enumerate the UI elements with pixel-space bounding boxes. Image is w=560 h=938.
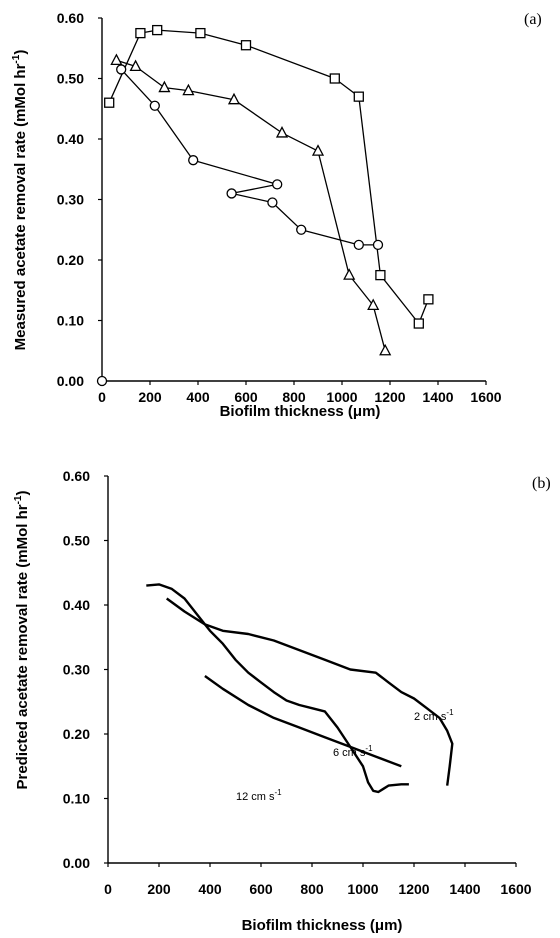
y-axis-label-b: Predicted acetate removal rate (mMol hr-… xyxy=(13,490,31,789)
data-point-circle-a xyxy=(372,239,384,251)
ticks-a: 0 200 400 600 800 1000 1200 1400 1600 0.00 0.10 0.2… xyxy=(57,10,502,405)
x-tick-label-a: 0 xyxy=(98,389,106,405)
data-point-square-a xyxy=(413,318,424,329)
data-point-triangle-a xyxy=(367,298,380,311)
curve-label-6cms-sup: -1 xyxy=(365,744,373,753)
x-tick-label-b: 1400 xyxy=(449,881,480,897)
y-tick-label-a: 0.20 xyxy=(57,252,84,268)
panel-label-b: (b) xyxy=(532,475,551,492)
y-tick-label-a: 0.30 xyxy=(57,192,84,208)
y-axis-label-a-close: ) xyxy=(12,50,29,55)
data-point-circle-a xyxy=(267,197,278,208)
x-axis-label-a: Biofilm thickness (μm) xyxy=(220,403,381,420)
data-point-square-a xyxy=(104,97,115,108)
series-line-b-1 xyxy=(146,583,409,794)
x-tick-label-b: 400 xyxy=(198,881,222,897)
data-point-square-a xyxy=(375,269,386,281)
x-tick-label-a: 1200 xyxy=(374,389,405,405)
panel-b: (b) Biofilm thickness (μm) Predicted ace… xyxy=(13,468,551,934)
y-tick-label-b: 0.00 xyxy=(63,855,90,871)
data-point-triangle-a xyxy=(343,268,356,280)
curve-label-2cms: 2 cm s-1 xyxy=(414,708,454,723)
data-point-square-a xyxy=(135,27,146,39)
x-tick-label-a: 1600 xyxy=(470,389,501,405)
data-point-triangle-a xyxy=(275,126,289,138)
data-point-triangle-a xyxy=(227,92,241,105)
y-tick-label-a: 0.10 xyxy=(57,313,84,329)
y-axis-label-a-text: Measured acetate removal rate (mMol hr xyxy=(12,63,29,350)
data-point-circle-a xyxy=(272,179,283,190)
series-line-b-0 xyxy=(165,597,454,786)
data-point-square-a xyxy=(423,294,434,305)
curve-label-6cms: 6 cm s-1 xyxy=(333,744,373,759)
curve-label-12cms-sup: -1 xyxy=(275,788,283,797)
y-tick-label-a: 0.00 xyxy=(57,373,84,389)
y-tick-label-b: 0.10 xyxy=(63,791,90,807)
data-point-circle-a xyxy=(116,64,127,75)
y-tick-label-b: 0.30 xyxy=(63,662,90,678)
y-axis-label-b-sup: -1 xyxy=(13,495,24,504)
y-tick-label-b: 0.40 xyxy=(63,597,90,613)
data-point-square-a xyxy=(329,73,340,84)
data-point-square-a xyxy=(152,24,163,36)
data-point-triangle-a xyxy=(110,53,123,65)
data-point-circle-a xyxy=(353,239,364,251)
x-tick-label-b: 0 xyxy=(104,881,112,897)
y-tick-label-b: 0.50 xyxy=(63,533,90,549)
x-tick-label-b: 1600 xyxy=(500,881,531,897)
y-tick-label-b: 0.60 xyxy=(63,468,90,484)
x-tick-label-a: 800 xyxy=(282,389,306,405)
y-axis-label-b-text: Predicted acetate removal rate (mMol hr xyxy=(14,504,31,789)
y-tick-label-a: 0.40 xyxy=(57,131,84,147)
x-tick-label-a: 1000 xyxy=(326,389,357,405)
curve-label-12cms-text: 12 cm s xyxy=(236,791,275,803)
curve-label-6cms-text: 6 cm s xyxy=(333,747,366,759)
x-tick-label-a: 400 xyxy=(186,389,210,405)
series-line-b-2 xyxy=(204,675,402,768)
x-tick-label-b: 1200 xyxy=(398,881,429,897)
x-tick-label-b: 600 xyxy=(249,881,273,897)
data-point-triangle-a xyxy=(182,83,195,96)
curve-label-2cms-text: 2 cm s xyxy=(414,711,447,723)
y-tick-label-a: 0.60 xyxy=(57,10,84,26)
x-tick-label-a: 1400 xyxy=(422,389,453,405)
data-point-triangle-a xyxy=(158,80,171,93)
data-point-triangle-a xyxy=(379,343,392,356)
panel-a: (a) Biofilm thickness (μm) Measured acet… xyxy=(11,10,542,420)
series-line-a-1 xyxy=(116,59,386,351)
data-point-circle-a xyxy=(296,224,307,235)
x-tick-label-b: 200 xyxy=(147,881,171,897)
y-tick-label-a: 0.50 xyxy=(57,71,84,87)
ticks-b: 0 200 400 600 800 1000 1200 1400 1600 0.00 0.10 0.2… xyxy=(63,468,532,897)
y-tick-label-b: 0.20 xyxy=(63,726,90,742)
curve-label-2cms-sup: -1 xyxy=(446,708,454,717)
data-point-circle-a xyxy=(226,188,237,199)
series-b xyxy=(146,583,454,794)
data-point-circle-a xyxy=(96,375,108,387)
curve-label-12cms: 12 cm s-1 xyxy=(236,788,282,803)
data-point-circle-a xyxy=(149,100,160,111)
series-line-a-0 xyxy=(108,29,430,325)
data-point-triangle-a xyxy=(311,144,325,156)
y-axis-label-b-close: ) xyxy=(14,490,31,495)
panel-label-a: (a) xyxy=(524,11,542,28)
x-tick-label-b: 800 xyxy=(300,881,324,897)
y-axis-label-a: Measured acetate removal rate (mMol hr-1… xyxy=(11,50,29,351)
data-point-square-a xyxy=(353,91,364,102)
x-tick-label-b: 1000 xyxy=(347,881,378,897)
data-point-square-a xyxy=(195,27,206,39)
y-axis-label-a-sup: -1 xyxy=(11,54,22,63)
data-point-circle-a xyxy=(188,155,199,166)
series-a xyxy=(96,24,434,387)
x-tick-label-a: 200 xyxy=(138,389,162,405)
series-line-a-2 xyxy=(120,68,378,246)
data-point-triangle-a xyxy=(129,59,142,72)
x-tick-label-a: 600 xyxy=(234,389,258,405)
x-axis-label-b: Biofilm thickness (μm) xyxy=(242,917,403,934)
data-point-square-a xyxy=(240,40,252,51)
